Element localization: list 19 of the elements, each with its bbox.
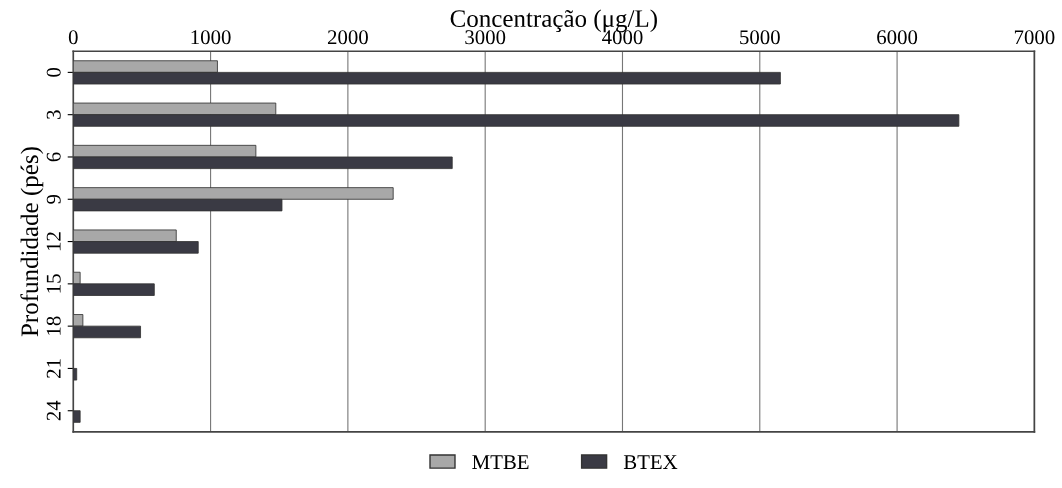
y-tick-label: 21 <box>46 359 61 378</box>
y-tick-label: 15 <box>46 274 61 293</box>
x-tick-label: 3000 <box>465 30 506 45</box>
y-tick-label: 18 <box>46 316 61 335</box>
legend-label: MTBE <box>472 455 529 469</box>
x-tick-label: 5000 <box>740 30 780 45</box>
y-tick-label: 24 <box>46 400 61 421</box>
x-tick-label: 0 <box>68 30 78 45</box>
x-tick-label: 2000 <box>327 30 368 45</box>
y-tick-label: 3 <box>46 110 61 119</box>
y-tick-label: 9 <box>46 194 61 204</box>
y-axis-title: Profundidade (pés) <box>20 147 44 337</box>
x-tick-label: 6000 <box>877 30 918 45</box>
x-tick-label: 1000 <box>191 30 231 45</box>
y-tick-label: 12 <box>46 232 61 251</box>
x-tick-label: 7000 <box>1014 30 1055 45</box>
y-tick-label: 0 <box>46 67 61 77</box>
y-tick-label: 6 <box>46 152 61 162</box>
legend-label: BTEX <box>623 455 678 469</box>
